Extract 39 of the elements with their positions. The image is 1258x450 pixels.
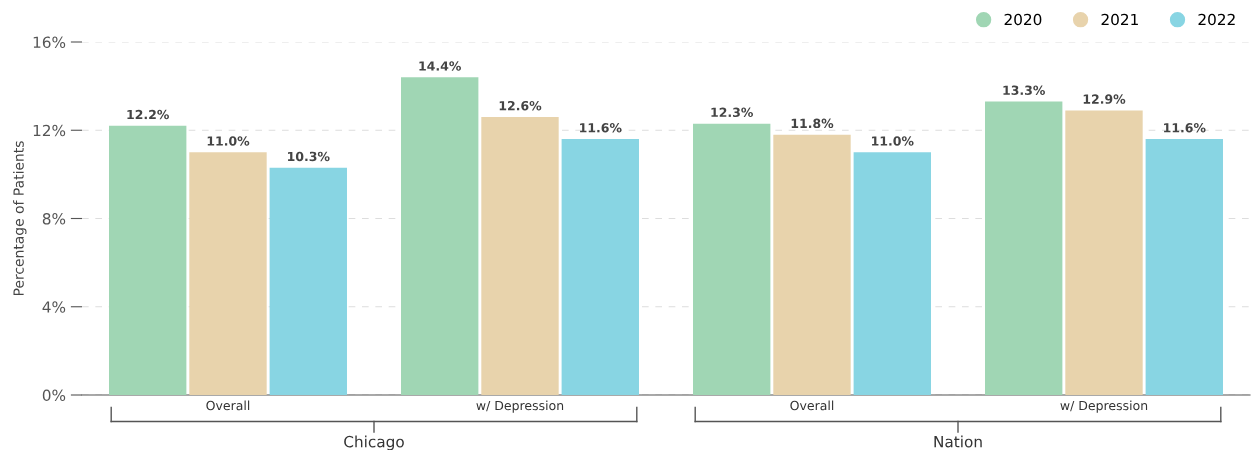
data-label: 12.9% bbox=[1083, 94, 1126, 104]
y-axis-title: Percentage of Patients bbox=[13, 141, 27, 296]
text: Nation bbox=[934, 435, 982, 448]
data-label: 11.0% bbox=[207, 136, 250, 146]
y-tick-label: 16% bbox=[33, 36, 66, 49]
bar bbox=[481, 117, 559, 395]
data-label: 10.3% bbox=[288, 151, 330, 162]
data-label: 13.3% bbox=[1003, 85, 1045, 95]
data-label: 11.6% bbox=[1164, 123, 1206, 133]
bar bbox=[693, 123, 771, 395]
x-tick-label: w/ Depression bbox=[476, 400, 564, 413]
data-label: 11.8% bbox=[791, 118, 834, 129]
data-label: 12.6% bbox=[499, 100, 542, 111]
bar bbox=[189, 152, 267, 395]
bar bbox=[269, 167, 347, 395]
y-tick-label: 8% bbox=[42, 212, 66, 225]
y-tick-label: 12% bbox=[33, 124, 66, 137]
data-label: 11.0% bbox=[872, 136, 914, 146]
legend-label: 2022 bbox=[1198, 13, 1235, 26]
text: Chicago bbox=[344, 435, 404, 450]
data-label: 14.4% bbox=[419, 61, 461, 71]
bar bbox=[853, 152, 931, 395]
bar bbox=[1145, 139, 1223, 395]
bar bbox=[1065, 110, 1143, 395]
x-tick-label: Overall bbox=[790, 400, 834, 411]
legend-label: 2020 bbox=[1004, 13, 1042, 26]
legend-label: 2021 bbox=[1101, 13, 1138, 26]
bar bbox=[561, 139, 639, 395]
data-label: 12.3% bbox=[711, 107, 753, 118]
y-tick-label: 4% bbox=[42, 301, 66, 313]
x-tick-label: Overall bbox=[206, 400, 250, 411]
data-label: 11.6% bbox=[580, 123, 622, 133]
bar bbox=[773, 134, 851, 395]
x-tick-label: w/ Depression bbox=[1060, 400, 1148, 413]
bar bbox=[401, 77, 479, 395]
data-label: 12.2% bbox=[127, 109, 169, 120]
y-tick-label: 0% bbox=[42, 389, 66, 402]
bar bbox=[109, 125, 187, 395]
bar bbox=[985, 101, 1063, 395]
